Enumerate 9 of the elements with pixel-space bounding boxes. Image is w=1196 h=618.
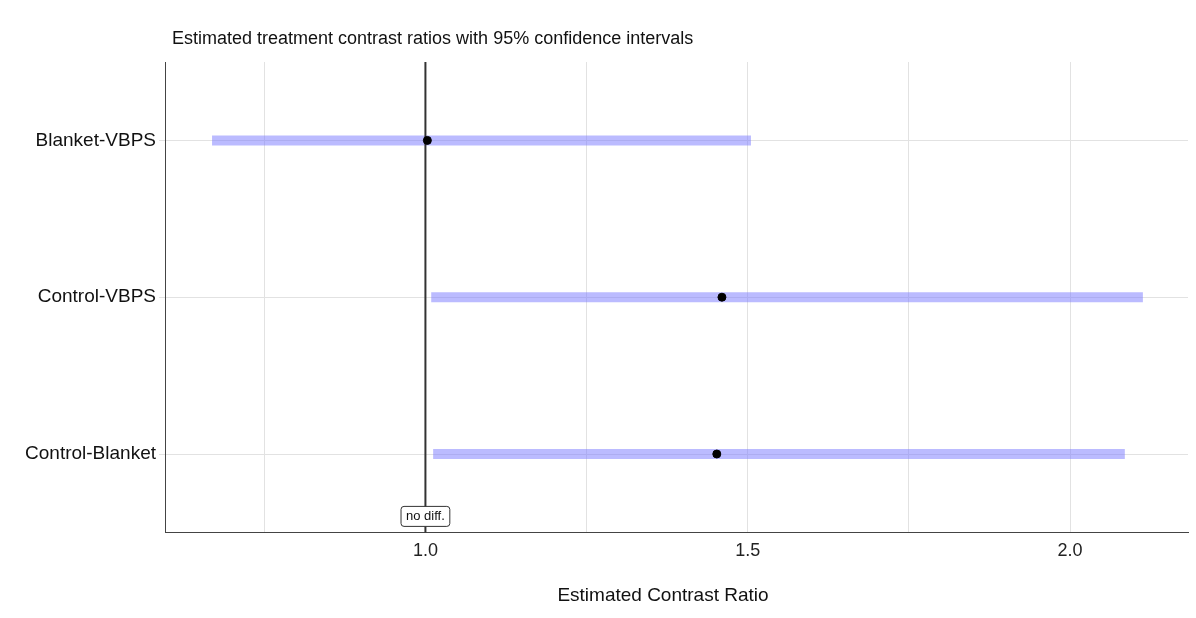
y-tick-label: Blanket-VBPS bbox=[35, 128, 156, 150]
x-axis-title: Estimated Contrast Ratio bbox=[556, 584, 770, 606]
x-tick-label: 1.0 bbox=[412, 540, 438, 561]
chart-title: Estimated treatment contrast ratios with 95% confidence intervals bbox=[172, 28, 694, 49]
x-tick-label: 1.5 bbox=[735, 540, 761, 561]
y-tick-label: Control-Blanket bbox=[25, 442, 157, 464]
y-tick-label: Control-VBPS bbox=[37, 285, 156, 307]
x-tick-label: 2.0 bbox=[1057, 540, 1083, 561]
ref-line-label: no diff. bbox=[406, 507, 445, 523]
